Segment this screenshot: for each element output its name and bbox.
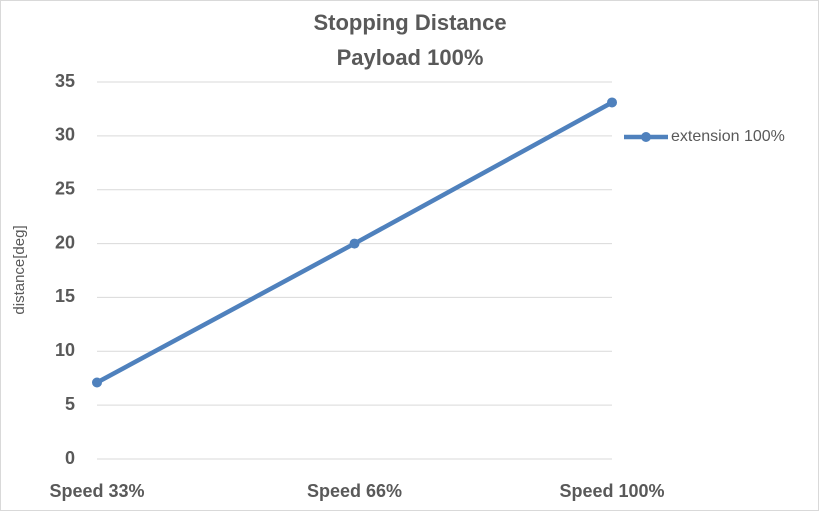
x-tick-label: Speed 100% [559, 481, 664, 501]
data-point [349, 238, 360, 249]
y-axis-label: distance[deg] [11, 225, 28, 314]
x-tick-label: Speed 66% [307, 481, 402, 501]
y-tick-label: 30 [55, 125, 75, 145]
data-point [92, 377, 102, 388]
y-tick-label: 10 [55, 340, 75, 360]
x-tick-label: Speed 33% [49, 481, 144, 501]
y-tick-label: 20 [55, 232, 75, 252]
y-tick-label: 0 [65, 448, 75, 468]
y-tick-label: 15 [55, 286, 75, 306]
y-tick-label: 25 [55, 178, 75, 198]
data-point [607, 97, 617, 108]
y-tick-label: 35 [55, 71, 75, 91]
legend-label: extension 100% [671, 128, 785, 145]
chart-title: Stopping Distance [313, 10, 506, 35]
chart-subtitle: Payload 100% [337, 45, 484, 70]
legend-marker [641, 132, 651, 142]
y-tick-label: 5 [65, 394, 75, 414]
